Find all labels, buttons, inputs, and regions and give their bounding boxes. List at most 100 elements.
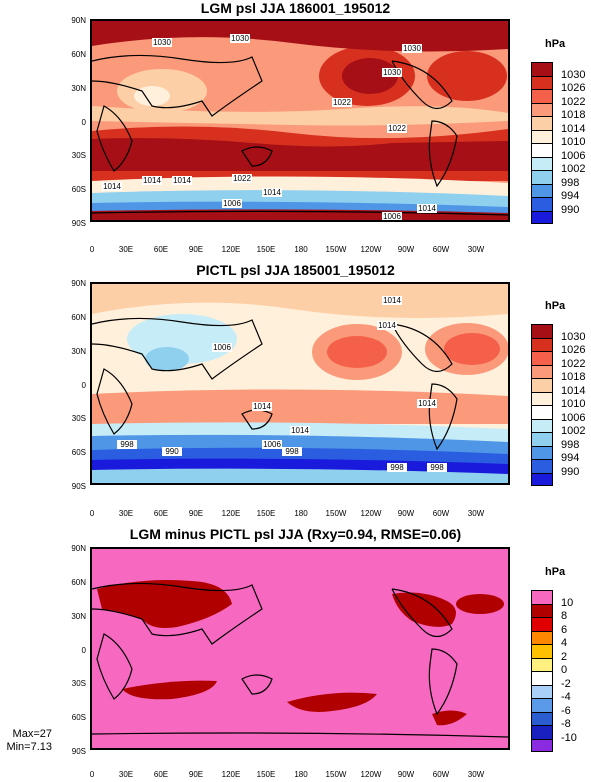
lat-tick: 90S <box>71 747 86 756</box>
panel-title: PICTL psl JJA 185001_195012 <box>196 262 395 278</box>
lon-tick: 90W <box>397 245 415 254</box>
colorbar-level-label: 990 <box>561 465 580 478</box>
contour-label: 1014 <box>417 204 437 213</box>
svg-text:1014: 1014 <box>378 321 396 330</box>
contour-map-lgm: 1030 1030 1030 1022 1030 1022 1014 1014 1022 1014… <box>92 21 508 220</box>
colorbar-level-label: 998 <box>561 438 580 451</box>
colorbar-level-label: 1010 <box>561 136 586 148</box>
colorbar-level-label: 994 <box>561 452 580 464</box>
lon-tick: 120W <box>360 245 382 254</box>
colorbar-unit: hPa <box>545 300 566 312</box>
lon-tick: 150W <box>325 509 347 518</box>
map-lgm: 1030 1030 1030 1022 1030 1022 1014 1014 1022 1014… <box>90 19 510 222</box>
colorbar-level-label: -2 <box>561 677 571 690</box>
colorbar-level-label: 8 <box>561 610 568 622</box>
colorbar-unit: hPa <box>545 566 566 578</box>
contour-label: 1014 <box>172 176 192 185</box>
svg-text:1014: 1014 <box>383 296 401 305</box>
contour-label: 1022 <box>332 98 352 107</box>
colorbar-frame <box>531 62 553 224</box>
contour-label: 1014 <box>382 296 402 305</box>
colorbar-level-label: 1022 <box>561 95 586 108</box>
colorbar-level-label: 0 <box>561 664 568 676</box>
lon-tick: 120E <box>221 245 241 254</box>
lon-tick: 180 <box>294 770 308 779</box>
lon-tick: 30E <box>118 245 134 254</box>
lat-tick: 60N <box>71 50 86 59</box>
colorbar-level-label: 1030 <box>561 68 586 81</box>
svg-text:1030: 1030 <box>383 68 401 77</box>
svg-text:1006: 1006 <box>213 343 231 352</box>
lon-tick: 180 <box>294 509 308 518</box>
lon-tick: 120E <box>221 509 241 518</box>
svg-text:1022: 1022 <box>333 98 351 107</box>
svg-text:1014: 1014 <box>418 204 436 213</box>
svg-text:998: 998 <box>120 440 134 449</box>
lon-tick: 30E <box>118 509 134 518</box>
colorbar-level-label: 1018 <box>561 371 586 383</box>
contour-label: 1022 <box>387 124 407 133</box>
colorbar-level-label: 1026 <box>561 82 586 94</box>
contour-label: 998 <box>117 440 137 449</box>
colorbar-level-label: 1010 <box>561 398 586 410</box>
svg-text:1006: 1006 <box>383 212 401 220</box>
lat-tick: 30N <box>71 84 86 93</box>
svg-text:1030: 1030 <box>153 38 171 47</box>
max-stat: Max=27 <box>12 728 52 740</box>
contour-label: 1022 <box>232 174 252 183</box>
lon-tick: 0 <box>89 245 95 254</box>
map-pictl: 1014 1014 1006 1014 1014 1014 998 990 1006 998 998… <box>90 282 510 485</box>
contour-label: 1030 <box>402 44 422 53</box>
contour-label: 1030 <box>152 38 172 47</box>
contour-label: 1014 <box>252 402 272 411</box>
lat-tick: 30N <box>71 347 86 356</box>
lon-tick: 60E <box>153 509 169 518</box>
colorbar-level-label: 1006 <box>561 149 586 162</box>
lat-tick: 30S <box>71 414 86 423</box>
svg-text:1006: 1006 <box>263 440 281 449</box>
lat-tick: 90N <box>71 279 86 288</box>
lon-tick: 30W <box>467 245 485 254</box>
colorbar-level-label: -6 <box>561 704 571 717</box>
colorbar-unit: hPa <box>545 38 566 50</box>
colorbar-level-label: 2 <box>561 650 568 663</box>
lat-tick: 60S <box>71 713 86 722</box>
lon-tick: 90E <box>188 770 204 779</box>
lon-tick: 150E <box>256 770 276 779</box>
svg-text:1014: 1014 <box>263 188 281 197</box>
lon-tick: 150W <box>325 770 347 779</box>
colorbar-level-label: 994 <box>561 190 580 202</box>
colorbar-level-label: 4 <box>561 637 568 649</box>
lon-tick: 60W <box>432 245 450 254</box>
lon-tick: 30E <box>118 770 134 779</box>
lat-tick: 60N <box>71 578 86 587</box>
lat-tick: 30N <box>71 612 86 621</box>
lon-tick: 90W <box>397 770 415 779</box>
svg-text:1014: 1014 <box>253 402 271 411</box>
colorbar-frame <box>531 590 553 752</box>
svg-text:1022: 1022 <box>233 174 251 183</box>
lat-tick: 60N <box>71 313 86 322</box>
contour-label: 1014 <box>262 188 282 197</box>
colorbar-level-label: 998 <box>561 176 580 189</box>
panel-title: LGM minus PICTL psl JJA (Rxy=0.94, RMSE=… <box>129 526 462 542</box>
colorbar-level-label: 1002 <box>561 425 586 437</box>
lat-tick: 90S <box>71 482 86 491</box>
lat-tick: 0 <box>81 646 86 655</box>
lon-tick: 0 <box>89 770 95 779</box>
lat-tick: 0 <box>81 381 86 390</box>
contour-label: 1006 <box>382 212 402 220</box>
lat-tick: 30S <box>71 679 86 688</box>
svg-text:1014: 1014 <box>173 176 191 185</box>
colorbar-level-label: 6 <box>561 623 568 636</box>
contour-label: 998 <box>387 463 407 472</box>
colorbar-level-label: 1002 <box>561 163 586 175</box>
lon-tick: 60W <box>432 770 450 779</box>
svg-text:1030: 1030 <box>231 34 249 43</box>
contour-label: 1014 <box>417 399 437 408</box>
colorbar-level-label: 10 <box>561 596 574 609</box>
svg-text:1014: 1014 <box>103 182 121 191</box>
lon-tick: 150E <box>256 509 276 518</box>
lon-tick: 90E <box>188 245 204 254</box>
svg-text:1014: 1014 <box>143 176 161 185</box>
